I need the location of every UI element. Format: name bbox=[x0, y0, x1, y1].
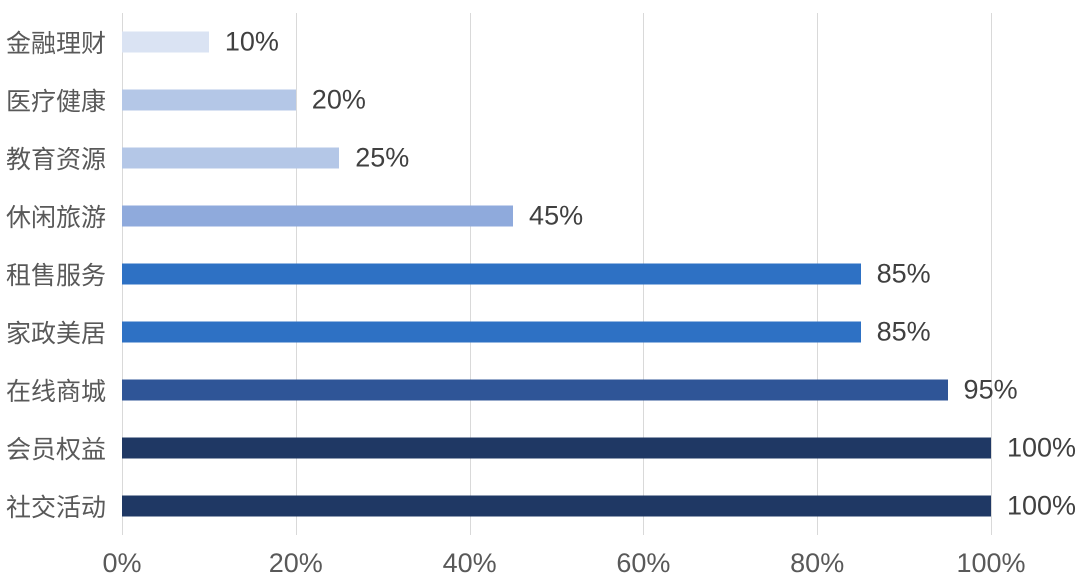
bar bbox=[122, 147, 340, 169]
value-label: 95% bbox=[963, 374, 1018, 405]
category-label: 教育资源 bbox=[6, 146, 107, 174]
x-axis-tick-label: 20% bbox=[268, 548, 323, 578]
chart-row: 休闲旅游 45% bbox=[0, 187, 1080, 245]
x-axis-tick-label: 100% bbox=[956, 548, 1026, 578]
value-label: 45% bbox=[529, 200, 584, 231]
chart-row: 租售服务 85% bbox=[0, 245, 1080, 303]
value-label: 25% bbox=[355, 142, 410, 173]
value-label: 20% bbox=[311, 84, 366, 115]
category-label: 社交活动 bbox=[6, 494, 107, 522]
chart-row: 社交活动 100% bbox=[0, 477, 1080, 535]
category-label: 租售服务 bbox=[6, 262, 107, 290]
value-label: 100% bbox=[1007, 490, 1077, 521]
bar bbox=[122, 89, 296, 111]
category-label: 家政美居 bbox=[6, 320, 107, 348]
x-axis-tick-label: 60% bbox=[616, 548, 671, 578]
value-label: 85% bbox=[876, 258, 931, 289]
chart-row: 家政美居 85% bbox=[0, 303, 1080, 361]
bar bbox=[122, 205, 514, 227]
bar bbox=[122, 495, 991, 517]
bar bbox=[122, 31, 209, 53]
category-label: 休闲旅游 bbox=[6, 204, 107, 232]
value-label: 85% bbox=[876, 316, 931, 347]
chart-row: 金融理财 10% bbox=[0, 13, 1080, 71]
bar bbox=[122, 437, 991, 459]
value-label: 100% bbox=[1007, 432, 1077, 463]
category-label: 医疗健康 bbox=[6, 88, 107, 116]
chart-row: 医疗健康 20% bbox=[0, 71, 1080, 129]
x-axis-tick-label: 80% bbox=[790, 548, 845, 578]
bar bbox=[122, 263, 861, 285]
value-label: 10% bbox=[224, 26, 279, 57]
category-label: 会员权益 bbox=[6, 436, 107, 464]
category-label: 在线商城 bbox=[6, 378, 107, 406]
x-axis-tick-label: 0% bbox=[102, 548, 142, 578]
x-axis-tick-label: 40% bbox=[442, 548, 497, 578]
bar bbox=[122, 379, 948, 401]
category-label: 金融理财 bbox=[6, 30, 107, 58]
bar bbox=[122, 321, 861, 343]
chart-row: 教育资源 25% bbox=[0, 129, 1080, 187]
chart-row: 会员权益 100% bbox=[0, 419, 1080, 477]
chart-row: 在线商城 95% bbox=[0, 361, 1080, 419]
gridline bbox=[991, 13, 992, 535]
